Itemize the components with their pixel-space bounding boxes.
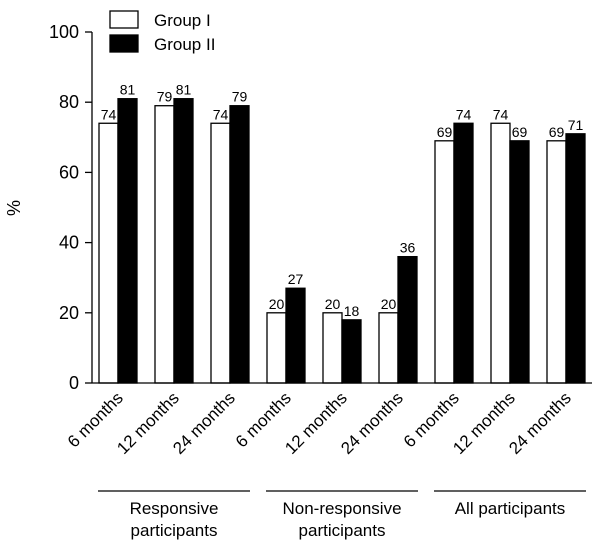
bar-group-2 bbox=[397, 255, 418, 384]
group-label: Non-responsive bbox=[282, 499, 401, 518]
group-label: participants bbox=[299, 521, 386, 540]
group-label: All participants bbox=[455, 499, 566, 518]
group-label: Responsive bbox=[130, 499, 219, 518]
y-tick-label: 0 bbox=[69, 373, 79, 393]
data-label: 74 bbox=[213, 106, 229, 122]
y-tick-label: 80 bbox=[59, 92, 79, 112]
bar-group-1 bbox=[98, 122, 119, 384]
data-label: 20 bbox=[381, 296, 397, 312]
data-label: 74 bbox=[493, 106, 509, 122]
y-tick-label: 100 bbox=[49, 22, 79, 42]
group-label: participants bbox=[131, 521, 218, 540]
data-label: 69 bbox=[549, 124, 565, 140]
data-label: 79 bbox=[232, 89, 248, 105]
bar-group-1 bbox=[490, 122, 511, 384]
legend-swatch bbox=[109, 34, 139, 53]
y-tick-label: 20 bbox=[59, 303, 79, 323]
legend-label: Group II bbox=[154, 35, 215, 54]
bar-group-1 bbox=[210, 122, 231, 384]
category-groups: Responsive participants Non-responsive part… bbox=[98, 490, 586, 540]
bar-group-1 bbox=[546, 140, 567, 384]
data-label: 36 bbox=[400, 240, 416, 256]
bar-group-1 bbox=[322, 312, 343, 384]
legend-label: Group I bbox=[154, 11, 211, 30]
legend-swatch bbox=[109, 10, 139, 29]
bar-group-2 bbox=[453, 122, 474, 384]
data-label: 81 bbox=[176, 82, 192, 98]
bar-group-1 bbox=[434, 140, 455, 384]
bar-group-2 bbox=[229, 105, 250, 384]
data-label: 81 bbox=[120, 82, 136, 98]
data-label: 27 bbox=[288, 271, 304, 287]
bar-group-2 bbox=[173, 98, 194, 384]
bar-group-1 bbox=[266, 312, 287, 384]
data-label: 71 bbox=[568, 117, 584, 133]
y-tick-label: 60 bbox=[59, 162, 79, 182]
data-label: 74 bbox=[456, 106, 472, 122]
bar-group-1 bbox=[154, 105, 175, 384]
data-label: 74 bbox=[101, 106, 117, 122]
data-label: 20 bbox=[325, 296, 341, 312]
bar-group-2 bbox=[341, 319, 362, 384]
legend: Group I Group II bbox=[109, 10, 215, 54]
y-axis-label: % bbox=[4, 200, 24, 216]
data-label: 18 bbox=[344, 303, 360, 319]
bar-group-2 bbox=[117, 98, 138, 384]
bar-group-2 bbox=[285, 287, 306, 384]
data-label: 20 bbox=[269, 296, 285, 312]
bar-group-1 bbox=[378, 312, 399, 384]
y-tick-label: 40 bbox=[59, 233, 79, 253]
y-axis: 0 20 40 60 80 100 bbox=[49, 22, 93, 393]
data-label: 69 bbox=[437, 124, 453, 140]
bar-group-2 bbox=[565, 133, 586, 384]
bar-group-2 bbox=[509, 140, 530, 384]
bars bbox=[98, 98, 586, 384]
data-label: 79 bbox=[157, 89, 173, 105]
data-label: 69 bbox=[512, 124, 528, 140]
